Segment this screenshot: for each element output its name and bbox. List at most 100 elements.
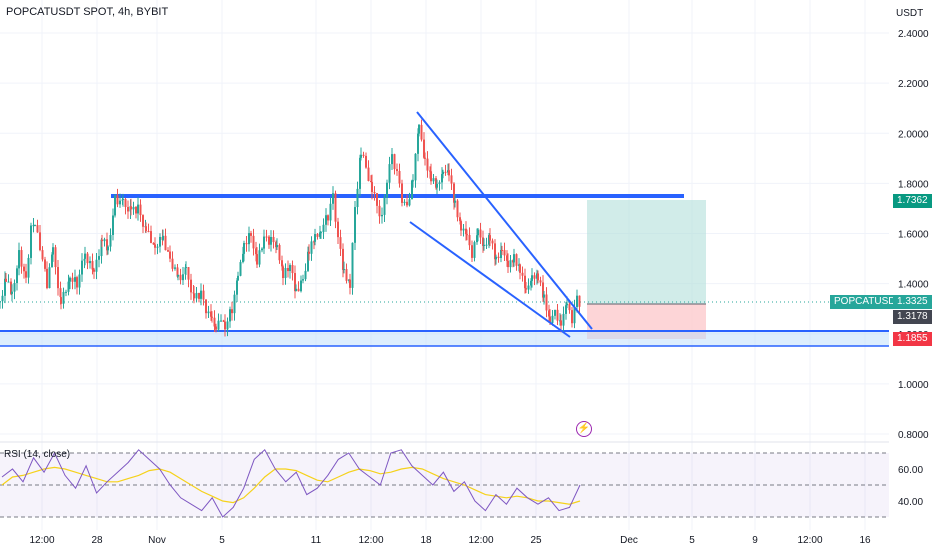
- candle-body: [255, 248, 257, 255]
- candle-body: [548, 310, 550, 317]
- candle-body: [349, 279, 351, 288]
- candle-body: [307, 251, 309, 271]
- target-zone[interactable]: [587, 200, 706, 304]
- candle-body: [406, 201, 408, 206]
- candle-body: [568, 303, 571, 311]
- grid: [0, 0, 889, 530]
- candle-body: [237, 275, 239, 281]
- candle-body: [527, 285, 530, 290]
- candle-body: [329, 203, 332, 221]
- candle-body: [381, 214, 383, 217]
- candle-body: [450, 175, 453, 184]
- candle-body: [420, 124, 423, 140]
- candle-body: [282, 266, 284, 279]
- candle-body: [417, 133, 419, 154]
- time-tick-label: 5: [689, 535, 695, 546]
- candle-body: [362, 154, 365, 156]
- rsi-indicator-label[interactable]: RSI (14, close): [4, 449, 71, 460]
- price-tick-label: 1.4000: [898, 280, 929, 291]
- candle-body: [67, 281, 70, 292]
- candle-body: [4, 278, 6, 296]
- candle-body: [0, 301, 1, 303]
- candle-body: [408, 199, 411, 206]
- candle-body: [482, 237, 484, 246]
- wedge-upper-line[interactable]: [416, 111, 593, 330]
- candle-body: [388, 164, 391, 183]
- candle-body: [313, 241, 315, 243]
- time-tick-label: 12:00: [797, 535, 822, 546]
- candle-body: [116, 195, 119, 205]
- currency-unit[interactable]: USDT: [896, 8, 924, 19]
- candle-body: [231, 309, 233, 314]
- price-axis[interactable]: 2.40002.20002.00001.80001.60001.40001.20…: [898, 29, 929, 441]
- last-price-badge: 1.3325: [893, 295, 932, 309]
- candle-body: [297, 288, 300, 292]
- candle-body: [150, 231, 152, 243]
- candle-body: [243, 243, 245, 254]
- candle-body: [210, 311, 212, 317]
- candle-body: [327, 215, 329, 221]
- candle-body: [156, 246, 159, 248]
- candle-body: [560, 320, 562, 326]
- candle-body: [57, 267, 59, 289]
- time-axis[interactable]: 12:00 28 Nov 5 11 12:00 18 12:00 25 Dec 5 9 12:00 16: [29, 535, 871, 546]
- candle-body: [537, 273, 539, 281]
- candle-body: [289, 265, 291, 272]
- candle-body: [119, 200, 121, 205]
- time-tick-label: 11: [311, 535, 322, 546]
- candle-body: [107, 246, 109, 251]
- candle-body: [545, 294, 548, 311]
- time-tick-label: Nov: [148, 535, 166, 546]
- time-tick-label: 28: [91, 535, 103, 546]
- candle-body: [51, 254, 53, 268]
- candle-body: [383, 197, 386, 215]
- candle-body: [429, 170, 431, 172]
- candle-body: [25, 271, 27, 278]
- candle-body: [542, 282, 544, 298]
- candle-body: [343, 269, 345, 271]
- candle-body: [495, 256, 497, 260]
- rsi-axis[interactable]: 60.00 40.00: [898, 465, 923, 508]
- candle-body: [193, 293, 195, 299]
- candle-body: [466, 234, 468, 236]
- candle-body: [261, 248, 263, 251]
- candle-body: [367, 167, 370, 182]
- candle-body: [515, 254, 518, 266]
- candle-body: [44, 259, 46, 269]
- candle-body: [98, 256, 100, 260]
- price-tick-label: 2.4000: [898, 29, 929, 40]
- candle-body: [270, 236, 272, 245]
- candle-body: [13, 283, 16, 292]
- candle-body: [101, 239, 103, 242]
- candle-body: [370, 181, 372, 183]
- candle-body: [448, 170, 450, 176]
- candle-body: [543, 294, 545, 298]
- candle-body: [174, 267, 176, 269]
- candle-body: [112, 215, 114, 235]
- time-tick-label: 12:00: [358, 535, 383, 546]
- wedge-lower-line[interactable]: [409, 221, 571, 338]
- candle-body: [578, 295, 581, 307]
- price-tick-label: 2.0000: [898, 129, 929, 140]
- candle-body: [302, 279, 304, 281]
- candle-body: [339, 237, 342, 249]
- candle-body: [291, 265, 294, 274]
- lightning-icon[interactable]: ⚡: [576, 421, 592, 437]
- candle-body: [36, 225, 39, 233]
- candle-body: [93, 269, 95, 272]
- candle-body: [442, 171, 444, 175]
- candle-body: [5, 278, 7, 282]
- candle-body: [503, 250, 506, 256]
- support-zone[interactable]: [0, 331, 889, 346]
- candle-body: [576, 295, 578, 307]
- candle-body: [179, 274, 182, 281]
- candle-body: [147, 231, 150, 233]
- candle-body: [345, 269, 348, 281]
- candle-body: [566, 303, 568, 306]
- candle-body: [236, 280, 238, 295]
- candle-body: [177, 274, 179, 277]
- candle-body: [103, 239, 106, 242]
- candle-body: [248, 233, 250, 245]
